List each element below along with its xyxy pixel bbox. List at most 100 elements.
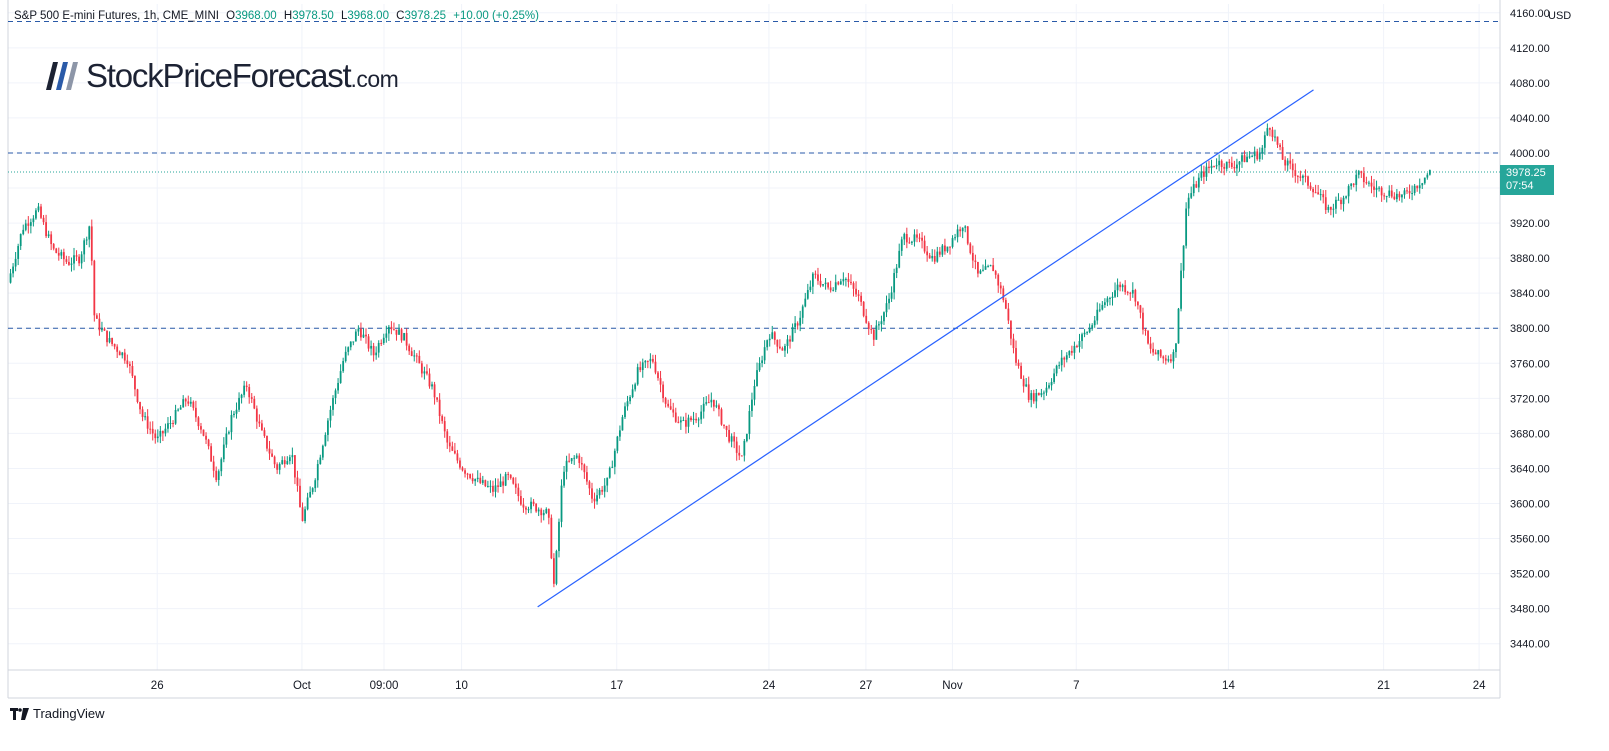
candle-body	[215, 470, 218, 480]
candle-body	[1243, 155, 1246, 163]
candle-body	[994, 271, 997, 275]
candle-body	[271, 453, 273, 457]
candle-body	[606, 477, 609, 486]
candle-body	[862, 301, 865, 316]
candle-body	[700, 411, 703, 420]
candle-body	[1375, 187, 1378, 190]
candle-body	[9, 273, 12, 283]
candle-body	[761, 360, 764, 364]
candle-body	[288, 457, 291, 462]
candle-body	[743, 440, 746, 456]
candle-body	[365, 334, 367, 337]
candle-body	[27, 223, 30, 226]
candle-body	[248, 387, 251, 398]
candle-body	[197, 417, 200, 427]
candle-body	[1256, 151, 1259, 160]
candle-body	[486, 485, 489, 487]
candle-body	[151, 428, 154, 434]
candle-body	[911, 241, 913, 243]
candle-body	[136, 389, 139, 402]
candle-body	[1251, 156, 1254, 158]
candle-body	[154, 433, 157, 439]
candle-body	[799, 317, 802, 326]
candle-body	[1083, 332, 1086, 335]
candle-body	[395, 329, 398, 335]
candle-body	[1253, 151, 1256, 157]
x-tick-label: Nov	[942, 680, 963, 692]
y-tick-label: 3880.00	[1510, 253, 1550, 265]
candle-body	[692, 418, 695, 420]
candle-body	[1147, 330, 1149, 344]
candle-body	[974, 260, 977, 263]
candle-body	[159, 431, 162, 437]
candle-body	[730, 436, 733, 442]
candle-body	[1263, 135, 1266, 148]
candle-body	[555, 551, 558, 584]
candle-body	[238, 397, 240, 410]
candle-body	[1144, 329, 1147, 331]
candle-body	[1291, 163, 1294, 171]
candle-body	[672, 409, 675, 413]
candle-body	[900, 239, 903, 251]
candle-body	[946, 246, 949, 252]
candle-body	[1370, 182, 1373, 187]
candle-body	[1068, 350, 1071, 356]
candle-body	[1266, 128, 1269, 136]
candle-body	[1131, 289, 1134, 294]
candle-body	[220, 459, 223, 472]
tradingview-brand[interactable]: TradingView	[10, 706, 105, 721]
candle-body	[641, 362, 644, 371]
candle-body	[126, 360, 129, 365]
x-tick-label: 27	[860, 680, 873, 692]
candle-body	[1037, 392, 1040, 396]
candle-body	[806, 290, 809, 299]
candle-body	[182, 399, 185, 408]
candle-body	[1342, 197, 1345, 205]
y-tick-label: 3720.00	[1510, 393, 1550, 405]
candle-body	[471, 478, 474, 482]
candle-body	[773, 332, 776, 340]
candle-body	[931, 256, 934, 259]
x-tick-label: 24	[1473, 680, 1486, 692]
y-tick-label: 3600.00	[1510, 499, 1550, 511]
candle-body	[1162, 356, 1165, 359]
currency-label[interactable]: USD	[1548, 10, 1572, 22]
high-label: H	[283, 10, 293, 22]
x-tick-label: 10	[455, 680, 468, 692]
candle-body	[266, 435, 268, 449]
y-tick-label: 4000.00	[1510, 148, 1550, 160]
candle-body	[205, 435, 207, 440]
candle-body	[459, 460, 461, 468]
candle-body	[65, 259, 68, 262]
candle-body	[855, 288, 857, 295]
logo-text: StockPriceForecast.com	[86, 57, 399, 95]
logo-suffix: .com	[350, 66, 399, 92]
candle-body	[497, 485, 499, 487]
candle-body	[1192, 184, 1195, 194]
candle-body	[1233, 166, 1236, 169]
candle-body	[956, 229, 959, 238]
candle-body	[537, 509, 540, 512]
candle-body	[423, 371, 426, 374]
candle-body	[418, 355, 421, 364]
y-tick-label: 4160.00	[1510, 8, 1550, 20]
candle-body	[1317, 192, 1320, 195]
candle-body	[83, 240, 86, 255]
candle-body	[461, 467, 464, 471]
candle-body	[283, 460, 286, 465]
candle-body	[601, 489, 604, 492]
candle-body	[1015, 348, 1017, 363]
candle-body	[674, 412, 677, 422]
candle-body	[95, 315, 98, 319]
candle-body	[682, 420, 685, 422]
candle-body	[944, 245, 946, 252]
candle-body	[664, 398, 667, 404]
candle-body	[32, 218, 35, 223]
candle-body	[639, 367, 642, 371]
candle-body	[134, 375, 136, 390]
candle-body	[870, 328, 873, 330]
candle-body	[550, 517, 553, 559]
candle-body	[1314, 192, 1317, 194]
candle-body	[1347, 186, 1350, 197]
